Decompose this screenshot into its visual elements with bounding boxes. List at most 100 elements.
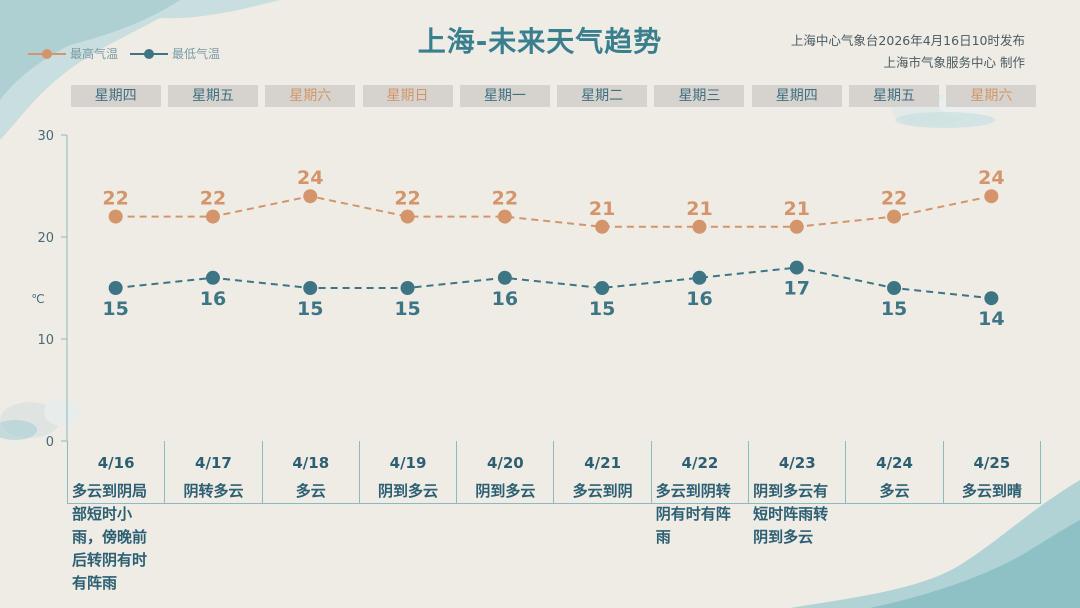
weekday-label-6: 星期二 — [557, 85, 648, 107]
low-temp-label-6: 15 — [589, 298, 615, 320]
forecast-condition: 阴到多云 — [378, 482, 439, 500]
high-temp-label-2: 22 — [200, 188, 226, 210]
low-temp-point-3 — [303, 281, 318, 295]
low-temp-label-2: 16 — [200, 288, 226, 310]
forecast-date: 4/19 — [389, 454, 427, 472]
low-temp-label-1: 15 — [102, 298, 128, 320]
forecast-condition: 阴到多云 — [475, 482, 536, 500]
low-temp-label-4: 15 — [394, 298, 420, 320]
legend-item-high: 最高气温 — [28, 45, 118, 62]
forecast-column: 4/19 阴到多云 — [360, 441, 458, 503]
high-temp-point-8 — [789, 219, 804, 234]
forecast-date: 4/25 — [973, 454, 1011, 472]
forecast-date: 4/23 — [778, 454, 816, 472]
legend-low-label: 最低气温 — [172, 47, 221, 61]
legend-low-swatch — [130, 48, 169, 59]
high-temp-label-5: 22 — [492, 188, 518, 210]
forecast-date: 4/16 — [97, 454, 135, 472]
high-temp-line — [115, 195, 992, 228]
high-temp-point-7 — [692, 219, 707, 234]
high-temp-label-6: 21 — [589, 198, 615, 220]
high-temp-label-7: 21 — [686, 198, 712, 220]
high-temp-point-1 — [108, 209, 123, 224]
forecast-date: 4/24 — [876, 454, 913, 472]
high-temp-point-4 — [400, 209, 415, 224]
high-temp-point-9 — [887, 209, 902, 224]
high-temp-point-3 — [303, 189, 318, 204]
weekday-label-4: 星期日 — [362, 85, 453, 107]
high-temp-point-5 — [497, 209, 512, 224]
high-temp-label-10: 24 — [978, 167, 1004, 189]
low-temp-label-9: 15 — [881, 298, 907, 320]
weekday-label-7: 星期三 — [654, 85, 745, 107]
decor-cloud-left — [0, 398, 80, 440]
publisher-text: 上海中心气象台2026年4月16日10时发布 — [790, 33, 1025, 48]
low-temp-line — [115, 266, 992, 300]
y-tick-label-30: 30 — [37, 129, 54, 144]
y-tick-label-0: 0 — [46, 435, 54, 450]
low-temp-label-10: 14 — [978, 308, 1004, 330]
forecast-column: 4/16 多云到阴局部短时小雨，傍晚前后转阴有时有阵雨 — [68, 441, 166, 592]
forecast-column: 4/17 阴转多云 — [165, 441, 263, 503]
low-temp-point-2 — [205, 270, 220, 285]
maker-text: 上海市气象服务中心 制作 — [883, 55, 1025, 70]
low-temp-point-6 — [595, 281, 610, 295]
low-temp-label-8: 17 — [784, 278, 810, 300]
high-temp-label-9: 22 — [881, 188, 907, 210]
forecast-table: 4/16 多云到阴局部短时小雨，傍晚前后转阴有时有阵雨 4/17 阴转多云 4/18 多云… — [67, 441, 1041, 592]
forecast-date: 4/17 — [195, 454, 232, 472]
weekday-label-5: 星期一 — [459, 85, 550, 107]
forecast-condition: 阴到多云有短时阵雨转阴到多云 — [753, 482, 829, 546]
forecast-date: 4/21 — [584, 454, 622, 472]
forecast-column: 4/18 多云 — [263, 441, 360, 503]
weekday-label-8: 星期四 — [751, 85, 842, 107]
legend-item-low: 最低气温 — [130, 45, 220, 62]
weekday-label-9: 星期五 — [849, 85, 940, 107]
high-temp-point-10 — [984, 189, 999, 204]
legend-high-label: 最高气温 — [70, 47, 119, 61]
low-temp-point-8 — [789, 260, 804, 275]
forecast-condition: 多云到阴局部短时小雨，傍晚前后转阴有时有阵雨 — [72, 482, 148, 592]
weekday-label-1: 星期四 — [70, 85, 161, 107]
weekday-row: 星期四 星期五 星期六 星期日 星期一 星期二 星期三 星期四 星期五 星期六 — [0, 85, 1080, 107]
high-temp-label-4: 22 — [394, 188, 420, 210]
forecast-condition: 多云到阴 — [572, 482, 633, 500]
low-temp-label-7: 16 — [686, 288, 712, 310]
high-temp-label-8: 21 — [784, 198, 810, 220]
weekday-label-10: 星期六 — [946, 85, 1037, 107]
forecast-column: 4/22 多云到阴转阴有时有阵雨 — [652, 441, 750, 546]
chart-legend: 最高气温 最低气温 — [28, 45, 232, 62]
low-temp-point-1 — [108, 281, 123, 295]
y-tick-label-20: 20 — [37, 231, 54, 246]
low-temp-point-4 — [400, 281, 415, 295]
low-temp-point-10 — [984, 291, 999, 306]
forecast-column: 4/24 多云 — [846, 441, 944, 503]
forecast-condition: 多云 — [879, 482, 910, 500]
forecast-date: 4/20 — [486, 454, 524, 472]
low-temp-point-9 — [887, 281, 902, 295]
forecast-condition: 多云 — [295, 482, 326, 500]
forecast-condition: 阴转多云 — [183, 482, 244, 500]
high-temp-label-1: 22 — [102, 188, 128, 210]
forecast-column: 4/21 多云到阴 — [555, 441, 652, 503]
low-temp-label-3: 15 — [297, 298, 323, 320]
legend-high-swatch — [28, 48, 66, 59]
high-temp-label-3: 24 — [297, 167, 323, 189]
forecast-column: 4/25 多云到晴 — [944, 441, 1041, 503]
high-temp-point-2 — [205, 209, 220, 224]
low-temp-point-7 — [692, 270, 707, 285]
forecast-condition: 多云到阴转阴有时有阵雨 — [655, 482, 731, 546]
forecast-column: 4/20 阴到多云 — [457, 441, 555, 503]
forecast-date: 4/18 — [292, 454, 330, 472]
decor-cloud-top-left — [0, 0, 280, 140]
high-temp-point-6 — [595, 219, 610, 234]
weekday-label-2: 星期五 — [167, 85, 258, 107]
decor-wave-bottom-right — [790, 480, 1080, 608]
y-axis-unit: ℃ — [31, 292, 44, 306]
forecast-column: 4/23 阴到多云有短时阵雨转阴到多云 — [749, 441, 847, 546]
forecast-condition: 多云到晴 — [961, 482, 1022, 500]
page-title: 上海-未来天气趋势 — [417, 25, 663, 58]
low-temp-label-5: 16 — [492, 288, 518, 310]
forecast-date: 4/22 — [681, 454, 719, 472]
